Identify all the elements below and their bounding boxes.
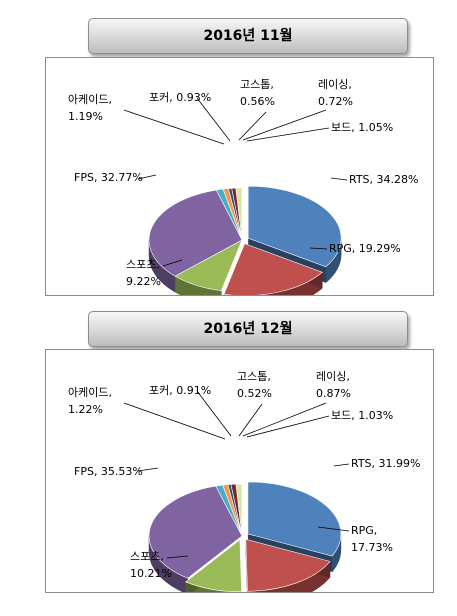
- data-label: 스포츠,: [130, 550, 164, 563]
- data-label: 0.87%: [316, 387, 351, 400]
- leader-line-4: [123, 402, 226, 440]
- leader-line-8: [246, 127, 330, 142]
- data-label: 1.22%: [68, 403, 103, 416]
- leader-line-4: [123, 109, 225, 145]
- data-label: 0.56%: [240, 95, 275, 108]
- data-label: 레이싱,: [316, 370, 350, 383]
- leader-line-0: [333, 463, 350, 467]
- data-label: 10.21%: [130, 567, 172, 580]
- data-label: RTS, 34.28%: [349, 173, 418, 186]
- leader-line-3: [137, 174, 157, 180]
- data-label: 포커, 0.91%: [149, 384, 211, 397]
- data-label: 포커, 0.93%: [149, 91, 211, 104]
- pie-chart-nov: RTS, 34.28% RPG, 19.29% 스포츠, 9.22% FPS, 32.7…: [68, 78, 418, 295]
- pie-slice-0: [247, 185, 342, 268]
- pie-slice-8: [235, 187, 243, 241]
- data-label: 보드, 1.03%: [331, 409, 393, 422]
- pie-slice-0: [247, 481, 342, 557]
- leader-line-2: [162, 259, 183, 267]
- pie-slice-1: [245, 538, 331, 592]
- leader-line-8: [246, 415, 330, 438]
- chart-title-nov: 2016년 11월: [88, 18, 408, 54]
- pie-slice-2: [185, 539, 242, 592]
- pie-slice-8: [235, 483, 243, 537]
- chart-title-dec: 2016년 12월: [88, 311, 408, 347]
- data-label: 0.52%: [237, 387, 272, 400]
- pie-chart-dec: RTS, 31.99% RPG, 17.73% 스포츠, 10.21% FPS, 35.5…: [68, 370, 420, 592]
- leader-line-1: [317, 526, 350, 532]
- leader-line-7: [242, 402, 327, 437]
- data-label: 17.73%: [351, 541, 393, 554]
- data-label: 고스톱,: [240, 78, 274, 91]
- data-label: 고스톱,: [237, 370, 271, 383]
- leader-line-7: [242, 109, 327, 141]
- leader-line-5: [196, 390, 232, 437]
- data-label: FPS, 35.53%: [74, 465, 143, 478]
- leader-line-2: [166, 555, 189, 559]
- pie-slice-3: [148, 189, 243, 277]
- pie-labels: RTS, 31.99% RPG, 17.73% 스포츠, 10.21% FPS, 35.5…: [68, 370, 420, 580]
- data-label: FPS, 32.77%: [74, 171, 143, 184]
- chart-panel-dec: RTS, 31.99% RPG, 17.73% 스포츠, 10.21% FPS, 35.5…: [45, 349, 434, 593]
- leader-line-1: [309, 247, 328, 250]
- data-label: 스포츠,: [126, 258, 160, 271]
- pie-top-faces: [148, 481, 342, 592]
- leader-line-3: [137, 467, 159, 472]
- data-label: 레이싱,: [318, 78, 352, 91]
- leader-line-5: [196, 97, 231, 142]
- pie-slice-3: [148, 485, 243, 579]
- data-label: RPG,: [351, 524, 377, 537]
- leader-line-6: [238, 403, 263, 437]
- leader-line-6: [238, 111, 267, 141]
- data-label: 아케이드,: [68, 386, 112, 399]
- leader-line-0: [330, 177, 348, 181]
- chart-panel-nov: RTS, 34.28% RPG, 19.29% 스포츠, 9.22% FPS, 32.7…: [45, 57, 434, 296]
- data-label: RTS, 31.99%: [351, 457, 420, 470]
- pie-labels: RTS, 34.28% RPG, 19.29% 스포츠, 9.22% FPS, 32.7…: [68, 78, 418, 288]
- data-label: 1.19%: [68, 110, 103, 123]
- data-label: 아케이드,: [68, 93, 112, 106]
- data-label: 9.22%: [126, 275, 161, 288]
- data-label: 보드, 1.05%: [331, 121, 393, 134]
- data-label: 0.72%: [318, 95, 353, 108]
- data-label: RPG, 19.29%: [329, 242, 401, 255]
- pie-top-faces: [148, 185, 342, 295]
- pie-slice-1: [223, 243, 323, 295]
